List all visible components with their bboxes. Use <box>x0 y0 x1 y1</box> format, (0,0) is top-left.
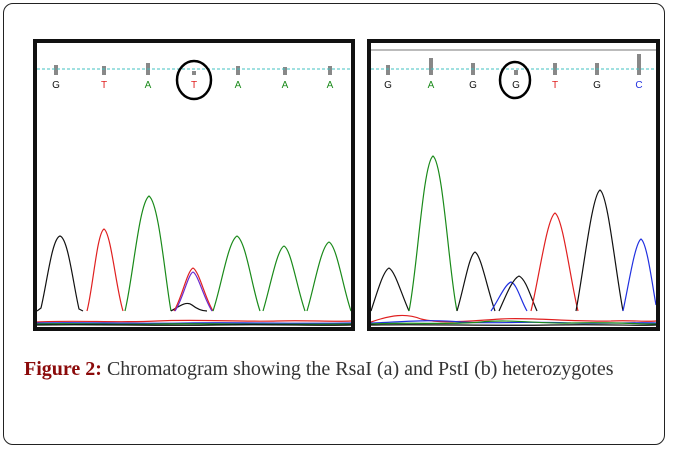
baseline-blue <box>37 322 351 324</box>
chromatogram-panel-a: G T A T A A A <box>33 39 355 331</box>
trace-peak-a <box>212 235 261 312</box>
base-label-circled: G <box>512 80 520 91</box>
trace-peak-g-het <box>498 275 538 312</box>
trace-minor-g <box>170 302 208 312</box>
base-label: G <box>52 80 60 91</box>
baseline-red <box>371 314 656 323</box>
base-labels: G A G G T G C <box>384 80 643 91</box>
base-label: A <box>235 80 242 91</box>
baseline-green <box>37 323 351 325</box>
base-label: G <box>593 80 601 91</box>
trace-peak-g <box>456 251 496 312</box>
trace-peak-g <box>575 189 624 312</box>
base-labels: G T A T A A A <box>52 80 334 91</box>
trace-peak-t-het <box>173 267 214 312</box>
base-label: A <box>282 80 289 91</box>
trace-peaks <box>37 195 351 326</box>
base-label: A <box>327 80 334 91</box>
chromatogram-b-svg: G A G G T G C <box>371 49 656 326</box>
baseline-green <box>371 320 656 325</box>
trace-peak-c <box>622 238 656 312</box>
baseline-black <box>371 324 656 326</box>
trace-peak-a <box>124 195 172 312</box>
trace-peak-t <box>86 228 124 312</box>
base-label: A <box>145 80 152 91</box>
base-label: T <box>101 80 107 91</box>
chromatogram-a-svg: G T A T A A A <box>37 59 351 326</box>
figure-caption: Figure 2: Chromatogram showing the RsaI … <box>24 356 656 382</box>
variant-circle <box>175 59 213 101</box>
baseline-black <box>37 324 351 326</box>
variant-circle <box>498 60 532 100</box>
trace-peak-g <box>37 235 84 312</box>
caption-label: Figure 2: <box>24 358 102 380</box>
trace-peaks <box>371 155 656 326</box>
base-label: A <box>428 80 435 91</box>
base-label-circled: T <box>191 80 197 91</box>
trace-peak-a <box>262 245 306 312</box>
trace-peak-g <box>371 267 410 312</box>
trace-peak-a <box>408 155 458 312</box>
trace-peak-c-het <box>490 281 528 312</box>
chromatogram-panel-b: G A G G T G C <box>367 39 660 331</box>
baseline-red <box>37 319 351 323</box>
base-label: G <box>469 80 477 91</box>
base-label: C <box>635 80 642 91</box>
quality-bars <box>386 54 641 75</box>
trace-peak-t <box>530 212 579 312</box>
caption-text: Chromatogram showing the RsaI (a) and Ps… <box>101 358 614 380</box>
trace-peak-c-het <box>174 271 213 312</box>
trace-peak-a <box>306 241 351 312</box>
base-label: G <box>384 80 392 91</box>
base-label: T <box>552 80 558 91</box>
